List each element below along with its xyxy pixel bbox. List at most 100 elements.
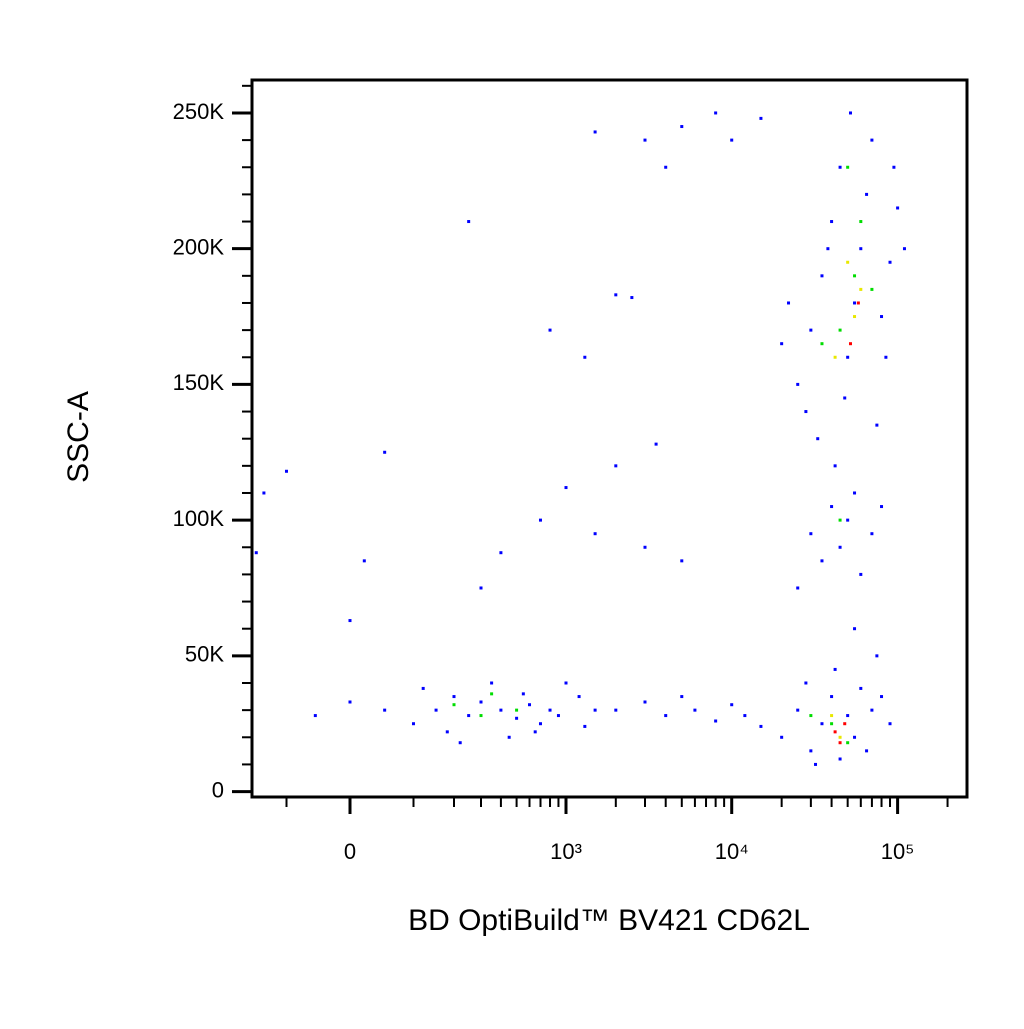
data-point [479,586,483,590]
data-point [870,138,874,142]
data-point [833,355,837,359]
data-point [846,355,850,359]
x-tick-label: 10⁴ [715,839,749,864]
data-point [820,274,824,278]
data-point [830,695,834,699]
data-point [875,423,879,427]
data-point [859,572,863,576]
data-point [853,274,857,278]
data-point [383,450,387,454]
data-point [830,505,834,509]
data-point [853,735,857,739]
data-point [796,382,800,386]
data-point [856,301,860,305]
data-point [507,735,511,739]
data-point [880,505,884,509]
data-point [643,545,647,549]
data-point [880,315,884,319]
data-point [693,708,697,712]
data-point [859,287,863,291]
data-point [838,757,842,761]
data-point [848,342,852,346]
data-point [780,342,784,346]
y-tick-label: 250K [173,99,225,124]
data-point [865,749,869,753]
data-point [714,719,718,723]
data-point [892,165,896,169]
data-point [816,437,820,441]
data-point [564,681,568,685]
data-point [348,700,352,704]
data-point [809,749,813,753]
data-point [434,708,438,712]
data-point [796,708,800,712]
x-tick-label: 10⁵ [881,839,915,864]
data-point [820,559,824,563]
data-point [348,619,352,623]
data-point [452,695,456,699]
data-point [870,708,874,712]
data-point [809,714,813,718]
data-point [853,315,857,319]
data-point [859,247,863,251]
data-point [875,654,879,658]
data-point [680,125,684,129]
data-point [614,293,618,297]
data-point [743,714,747,718]
data-point [759,724,763,728]
data-point [814,762,818,766]
data-point [593,130,597,134]
data-point [583,724,587,728]
data-point [833,464,837,468]
data-point [830,722,834,726]
data-point [548,328,552,332]
data-point [830,220,834,224]
data-point [826,247,830,251]
data-point [445,730,449,734]
data-point [787,301,791,305]
data-point [730,703,734,707]
data-point [479,714,483,718]
data-point [643,700,647,704]
data-point [896,206,900,210]
data-point [833,730,837,734]
data-point [843,722,847,726]
data-point [804,681,808,685]
data-point [846,518,850,522]
data-point [730,138,734,142]
y-tick-label: 0 [212,777,224,802]
data-point [680,695,684,699]
data-point [870,287,874,291]
data-point [780,735,784,739]
data-point [838,165,842,169]
data-point [843,396,847,400]
data-point [654,442,658,446]
data-point [859,686,863,690]
data-point [838,518,842,522]
data-point [490,681,494,685]
data-point [614,708,618,712]
data-point [804,410,808,414]
data-point [515,708,519,712]
data-point [467,714,471,718]
data-point [888,722,892,726]
data-point [838,328,842,332]
y-tick-label: 100K [173,506,225,531]
data-point [680,559,684,563]
data-point [830,714,834,718]
data-point [467,220,471,224]
data-point [846,165,850,169]
data-point [421,686,425,690]
x-axis-label: BD OptiBuild™ BV421 CD62L [408,904,810,937]
data-point [533,730,537,734]
y-tick-label: 150K [173,370,225,395]
data-point [383,708,387,712]
data-point [833,667,837,671]
data-point [838,545,842,549]
data-point [262,491,266,495]
data-point [846,741,850,745]
data-point [614,464,618,468]
data-point [593,708,597,712]
data-point [870,532,874,536]
